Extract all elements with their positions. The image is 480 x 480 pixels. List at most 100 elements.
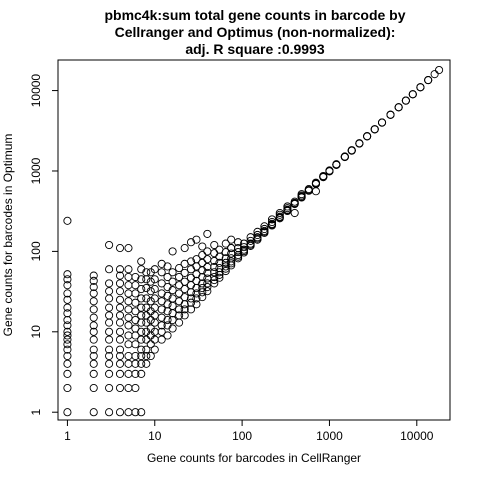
data-point: [198, 272, 207, 282]
data-point: [131, 281, 140, 290]
data-point: [89, 305, 98, 314]
data-point: [246, 239, 255, 248]
y-tick-label: 10: [29, 325, 43, 339]
data-point: [137, 311, 146, 320]
data-point: [146, 315, 155, 325]
data-point: [234, 248, 243, 257]
chart-title-line: Cellranger and Optimus (non-normalized):: [115, 24, 396, 40]
data-point: [89, 408, 98, 417]
data-point: [150, 285, 159, 294]
data-point: [394, 103, 403, 112]
data-point: [115, 335, 125, 344]
data-point: [146, 351, 155, 361]
data-point: [157, 305, 166, 314]
data-point: [89, 351, 98, 361]
data-point: [168, 247, 177, 256]
data-point: [124, 289, 133, 298]
data-point: [186, 273, 196, 282]
data-point: [142, 345, 151, 354]
data-point: [186, 294, 196, 303]
y-tick-label: 10000: [29, 74, 43, 108]
data-point: [105, 265, 114, 274]
data-point: [89, 335, 98, 344]
chart-title: pbmc4k:sum total gene counts in barcode …: [104, 7, 405, 57]
data-point: [89, 297, 98, 306]
data-point: [311, 187, 320, 196]
data-point: [115, 351, 125, 361]
data-point: [186, 305, 196, 314]
data-point: [253, 233, 262, 242]
data-point: [124, 244, 133, 253]
data-point: [142, 311, 151, 320]
data-point: [355, 139, 364, 148]
data-point: [186, 238, 196, 247]
data-point: [89, 313, 98, 322]
x-tick-label: 100: [232, 429, 252, 443]
data-point: [124, 281, 133, 290]
data-point: [210, 262, 219, 272]
data-point: [63, 321, 72, 330]
data-point: [210, 268, 219, 277]
data-point: [260, 224, 269, 234]
data-point: [124, 321, 133, 330]
data-point: [260, 222, 269, 231]
data-point: [124, 297, 133, 306]
data-point: [157, 327, 166, 336]
data-point: [192, 235, 201, 244]
data-point: [227, 259, 236, 268]
data-point: [175, 318, 184, 327]
data-point: [105, 408, 114, 417]
data-point: [332, 160, 341, 169]
chart-title-line: pbmc4k:sum total gene counts in barcode …: [104, 7, 405, 23]
data-point: [115, 271, 125, 280]
data-point: [137, 303, 146, 312]
data-point: [175, 305, 184, 314]
data-point: [89, 271, 98, 280]
data-point: [180, 305, 189, 314]
data-point: [115, 359, 125, 368]
data-point: [192, 289, 201, 298]
y-tick-label: 100: [29, 241, 43, 261]
y-tick-label: 1: [29, 409, 43, 416]
data-point: [137, 345, 146, 354]
data-point: [115, 383, 125, 393]
data-point: [105, 303, 114, 312]
data-point: [115, 311, 125, 320]
data-point: [215, 273, 224, 282]
data-point: [215, 258, 224, 267]
data-point: [124, 340, 133, 349]
data-point: [137, 335, 146, 344]
data-point: [115, 408, 125, 417]
data-point: [142, 275, 151, 284]
data-point: [150, 275, 159, 284]
data-point: [311, 178, 320, 187]
data-point: [63, 359, 72, 368]
data-point: [163, 331, 172, 340]
data-point: [105, 311, 114, 320]
data-point: [260, 226, 269, 235]
data-point: [124, 383, 133, 393]
data-point: [150, 294, 159, 303]
data-point: [63, 303, 72, 312]
data-point: [63, 275, 72, 284]
data-point: [142, 303, 151, 312]
data-point: [168, 277, 177, 286]
x-tick-label: 1000: [316, 429, 343, 443]
data-point: [180, 268, 189, 277]
data-point: [215, 268, 224, 277]
data-point: [63, 270, 72, 279]
data-point: [370, 125, 379, 134]
data-point: [157, 335, 166, 344]
x-axis-label: Gene counts for barcodes in CellRanger: [147, 451, 361, 465]
data-point: [210, 276, 219, 285]
data-point: [192, 255, 201, 264]
x-tick-label: 10000: [400, 429, 434, 443]
data-point: [146, 277, 155, 286]
data-point: [168, 286, 177, 295]
data-point: [401, 96, 410, 105]
data-point: [203, 247, 212, 256]
data-point: [150, 345, 159, 354]
data-point: [63, 345, 72, 354]
data-point: [175, 264, 184, 273]
data-point: [137, 408, 146, 417]
